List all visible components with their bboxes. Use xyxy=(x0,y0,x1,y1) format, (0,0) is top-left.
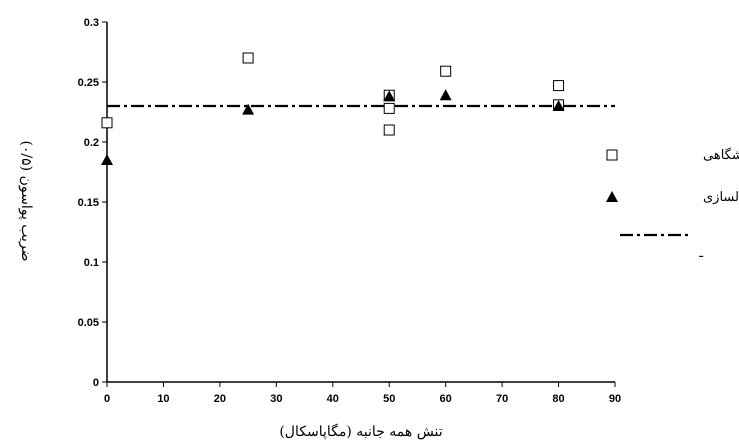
point-laboratory xyxy=(101,117,113,129)
x-tick-label: 70 xyxy=(496,393,508,405)
legend: آزمایشگاهی مدلسازی ـ xyxy=(606,146,739,261)
point-laboratory xyxy=(383,102,395,114)
x-tick-labels: 0 10 20 30 40 50 60 70 80 90 xyxy=(104,393,621,405)
x-axis-title: تنش همه جانبه (مگاپاسکال) xyxy=(279,423,442,440)
legend-marker-filled-triangle xyxy=(606,191,618,202)
y-tick-label: 0.05 xyxy=(78,317,99,329)
y-tick-label: 0.3 xyxy=(84,17,99,29)
y-tick-label: 0.25 xyxy=(78,77,99,89)
axes xyxy=(102,21,616,387)
x-tick-label: 60 xyxy=(440,393,452,405)
data-points xyxy=(101,52,565,165)
y-axis-title: ضریب پواسون (۰/۵) xyxy=(18,140,34,261)
x-tick-label: 20 xyxy=(214,393,226,405)
y-tick-label: 0.2 xyxy=(84,137,99,149)
point-laboratory xyxy=(440,65,452,77)
x-tick-label: 30 xyxy=(270,393,282,405)
x-tick-label: 10 xyxy=(157,393,169,405)
legend-label-reference: ـ xyxy=(698,246,703,261)
y-tick-label: 0.1 xyxy=(84,257,99,269)
x-tick-label: 0 xyxy=(104,393,110,405)
point-modeling xyxy=(552,100,565,111)
point-modeling xyxy=(242,103,255,115)
x-tick-label: 40 xyxy=(327,393,339,405)
point-modeling xyxy=(101,154,113,165)
point-laboratory xyxy=(242,52,254,64)
legend-label-modeling: مدلسازی xyxy=(703,190,739,205)
y-tick-label: 0 xyxy=(93,377,99,389)
x-tick-label: 80 xyxy=(552,393,564,405)
point-laboratory xyxy=(383,124,395,136)
x-tick-label: 90 xyxy=(609,393,621,405)
y-tick-label: 0.15 xyxy=(78,197,99,209)
legend-label-laboratory: آزمایشگاهی xyxy=(703,146,739,163)
x-tick-label: 50 xyxy=(383,393,395,405)
point-laboratory xyxy=(553,80,565,92)
legend-marker-open-square xyxy=(606,149,618,161)
y-tick-labels: 0 0.05 0.1 0.15 0.2 0.25 0.3 xyxy=(78,17,99,389)
point-modeling xyxy=(383,90,396,102)
point-modeling xyxy=(439,89,452,101)
